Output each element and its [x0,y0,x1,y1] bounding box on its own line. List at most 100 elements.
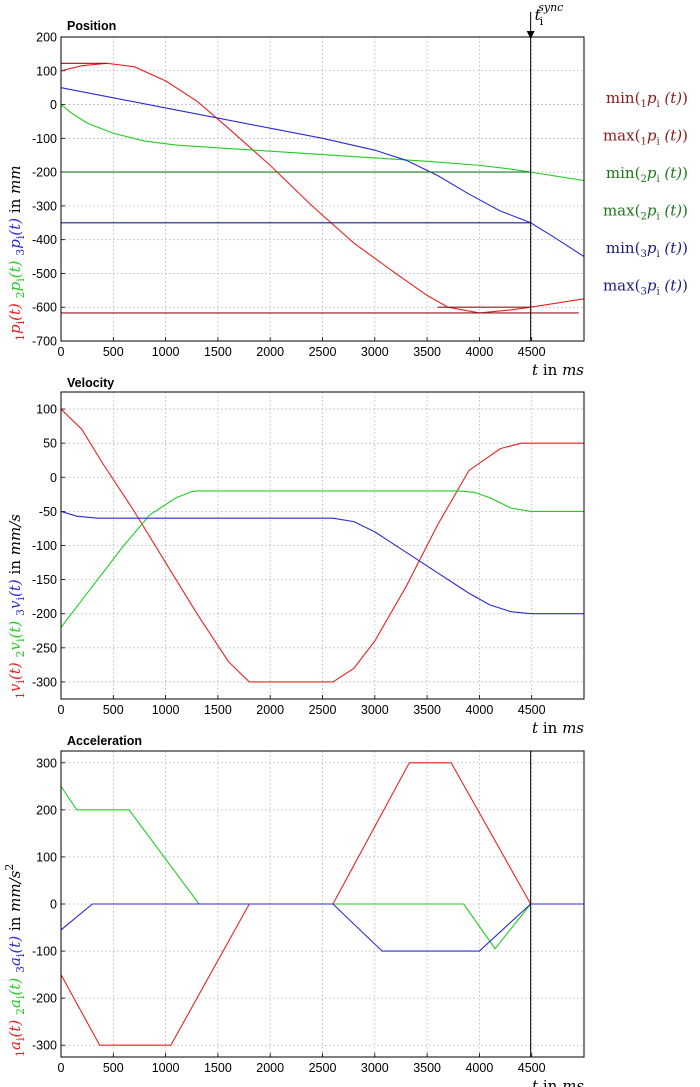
legend-sub: i [656,249,659,260]
legend-open-paren: ( [635,202,641,220]
y-tick-label: 0 [50,898,57,912]
x-label-var: t [532,361,539,379]
x-tick-label: 2000 [256,1061,284,1075]
y-label-index: 2 [14,291,27,298]
x-tick-label: 2500 [309,1061,337,1075]
x-tick-label: 500 [103,703,124,717]
y-label-index: 3 [14,609,27,616]
y-label-sub: i [14,995,27,999]
y-tick-label: -100 [32,539,57,553]
legend-sub: i [656,287,659,298]
chart-title: Velocity [67,376,114,390]
x-tick-label: 500 [103,1061,124,1075]
y-tick-label: -700 [32,335,57,349]
x-axis-label: t in ms [532,719,584,737]
x-label-var: t [532,1077,539,1087]
x-tick-label: 4000 [465,703,493,717]
x-label-unit: ms [562,1077,584,1087]
y-label-sub: i [14,953,27,957]
x-tick-label: 2500 [309,703,337,717]
y-tick-label: 100 [36,403,57,417]
legend-fn: min [606,89,635,107]
y-tick-label: 200 [36,803,57,817]
x-tick-label: 4500 [518,345,546,359]
y-label-sub: i [14,1037,27,1041]
legend-entry: max(2pi (t)) [603,202,688,223]
y-tick-label: -150 [32,573,57,587]
legend-open-paren: ( [635,164,641,182]
legend-sub: i [656,174,659,185]
y-tick-label: 0 [50,471,57,485]
y-axis-label: 1vi(t) 2vi(t) 3vi(t) in mm/s [6,514,27,699]
legend-arg: (t) [660,127,683,145]
x-tick-label: 0 [58,1061,65,1075]
legend-sub: i [656,99,659,110]
x-tick-label: 0 [58,703,65,717]
legend-open-paren: ( [635,277,641,295]
legend-sub: i [656,137,659,148]
series-line-1pi-t- [61,62,584,314]
x-tick-label: 0 [58,345,65,359]
series-line-1vi-t- [61,408,584,683]
legend-close-paren: ) [682,89,688,107]
y-label-var: v [6,641,24,650]
x-tick-label: 4000 [465,1061,493,1075]
legend-var: p [647,239,657,257]
x-tick-label: 3000 [361,345,389,359]
x-axis-label: t in ms [532,361,584,379]
legend-arg: (t) [660,89,683,107]
y-axis-label: 1ai(t) 2ai(t) 3ai(t) in mm/s2 [3,864,27,1057]
x-label-word: in [538,361,562,379]
legend-close-paren: ) [682,277,688,295]
y-tick-label: -300 [32,199,57,213]
x-tick-label: 4500 [518,1061,546,1075]
legend-open-paren: ( [635,89,641,107]
y-tick-label: -500 [32,267,57,281]
legend-index: 2 [640,174,646,185]
x-tick-label: 1500 [204,345,232,359]
y-tick-label: -200 [32,166,57,180]
y-tick-label: -300 [32,1039,57,1053]
y-label-unit: mm/s [6,870,24,912]
y-label-unit: mm/s [6,514,24,556]
x-tick-label: 1000 [152,703,180,717]
x-label-word: in [538,1077,562,1087]
legend-entry: min(2pi (t)) [606,164,688,185]
legend-var: p [647,277,657,295]
legend-close-paren: ) [682,127,688,145]
x-tick-label: 4000 [465,345,493,359]
y-tick-label: 50 [43,437,57,451]
y-label-index: 1 [14,334,27,341]
x-tick-label: 4500 [518,703,546,717]
y-label-index: 2 [14,1008,27,1015]
y-label-unit-exp: 2 [3,864,16,871]
sync-label-main: t [535,6,542,24]
x-axis-label: t in ms [532,1077,584,1087]
y-label-sub: i [14,596,27,600]
y-label-index: 1 [14,692,27,699]
y-label-sub: i [14,278,27,282]
y-tick-label: -250 [32,641,57,655]
x-tick-label: 1500 [204,1061,232,1075]
y-label-var: a [6,999,24,1008]
y-label-index: 3 [14,966,27,973]
legend-index: 3 [640,249,646,260]
legend-close-paren: ) [682,239,688,257]
y-label-var: a [6,957,24,966]
y-tick-label: -100 [32,945,57,959]
legend-var: p [647,202,657,220]
series-line-3pi-t- [61,87,584,258]
x-tick-label: 2500 [309,345,337,359]
legend-entry: max(3pi (t)) [603,277,688,298]
sync-label-sup: sync [538,1,563,14]
x-label-word: in [538,719,562,737]
legend-fn: max [603,202,635,220]
series-line-2pi-t- [61,104,584,182]
y-tick-label: 0 [50,98,57,112]
x-tick-label: 1500 [204,703,232,717]
x-label-unit: ms [562,719,584,737]
y-label-var: a [6,1041,24,1050]
y-label-var: v [6,683,24,692]
